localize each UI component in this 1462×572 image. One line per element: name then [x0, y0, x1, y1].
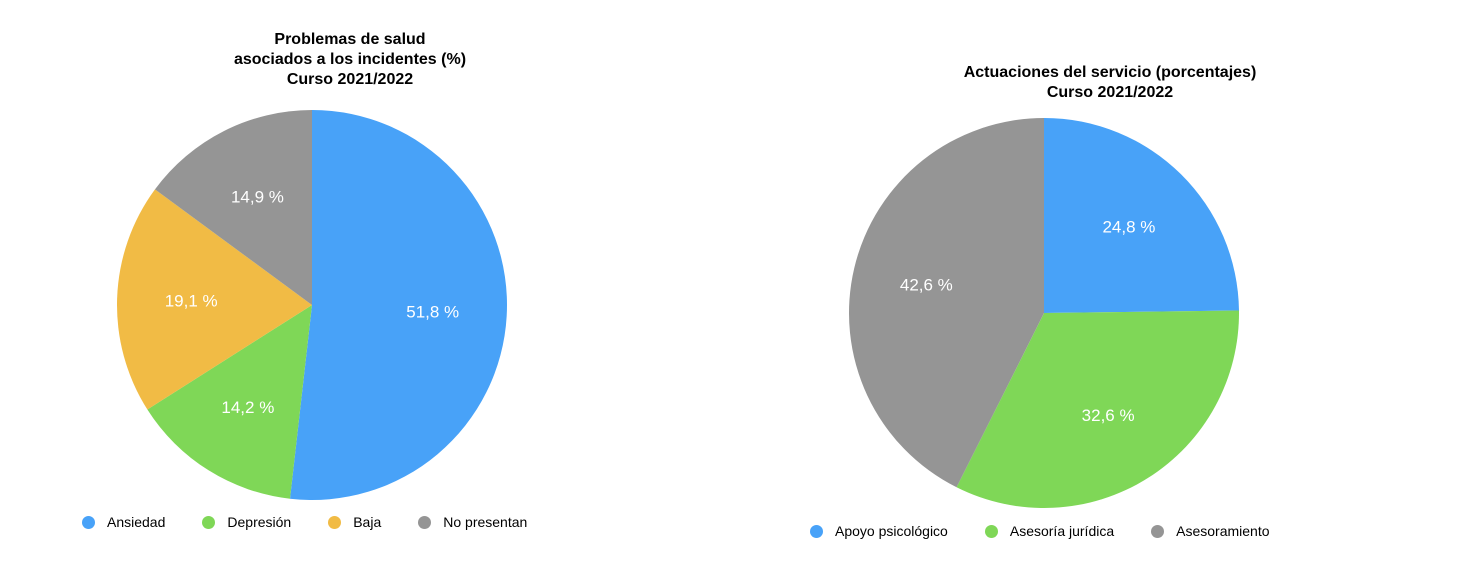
- legend-label: No presentan: [443, 514, 528, 530]
- slice-value-label: 19,1 %: [165, 291, 218, 310]
- pie-slice-apoyo-psicologico: [1044, 118, 1239, 313]
- legend-item-ansiedad: Ansiedad: [82, 514, 165, 530]
- slice-value-label: 51,8 %: [406, 302, 459, 321]
- chart-title-line: asociados a los incidentes (%): [233, 51, 467, 68]
- legend-item-asesoria-juridica: Asesoría jurídica: [984, 523, 1115, 539]
- pie-slice-asesoramiento: [849, 118, 1044, 488]
- slice-value-label: 32,6 %: [1082, 406, 1135, 425]
- legend: Ansiedad Depresión Baja No presentan: [82, 514, 527, 530]
- pie-slice-no-presentan: [154, 110, 312, 305]
- chart-title-line: Actuaciones del servicio (porcentajes): [963, 64, 1257, 81]
- chart-title-line: Curso 2021/2022: [1046, 84, 1174, 101]
- pie-chart: 51,8 % 14,2 % 19,1 % 14,9 %: [116, 110, 507, 501]
- pie-slice-asesoria-juridica: [956, 310, 1239, 508]
- legend-swatch: [418, 515, 432, 529]
- legend-item-depresion: Depresión: [202, 514, 291, 530]
- pie-slice-depresion: [147, 305, 312, 499]
- legend-label: Depresión: [227, 514, 292, 530]
- pie-chart: 24,8 % 32,6 % 42,6 %: [849, 118, 1239, 508]
- legend-item-no-presentan: No presentan: [418, 514, 527, 530]
- legend-swatch: [82, 515, 95, 529]
- legend-swatch: [328, 515, 342, 529]
- legend-label: Asesoría jurídica: [1009, 523, 1115, 539]
- legend-label: Baja: [353, 514, 382, 530]
- slice-value-label: 14,9 %: [231, 188, 284, 207]
- pie-slice-ansiedad: [289, 110, 507, 501]
- chart-service-actions: Actuaciones del servicio (porcentajes) C…: [760, 0, 1460, 572]
- slice-value-label: 42,6 %: [900, 276, 953, 295]
- legend-swatch: [1151, 524, 1165, 538]
- legend-item-apoyo-psicologico: Apoyo psicológico: [810, 523, 948, 539]
- legend-label: Apoyo psicológico: [835, 523, 948, 539]
- legend-swatch: [810, 524, 823, 538]
- chart-title-line: Problemas de salud: [274, 31, 426, 48]
- legend-swatch: [202, 515, 216, 529]
- chart-health-problems: Problemas de salud asociados a los incid…: [0, 0, 700, 572]
- slice-value-label: 24,8 %: [1102, 217, 1155, 236]
- chart-title: Problemas de salud asociados a los incid…: [0, 30, 700, 90]
- legend-label: Ansiedad: [107, 514, 166, 530]
- legend-item-asesoramiento: Asesoramiento: [1151, 523, 1270, 539]
- pie-slice-baja: [116, 189, 312, 410]
- legend-item-baja: Baja: [328, 514, 381, 530]
- legend: Apoyo psicológico Asesoría jurídica Ases…: [810, 523, 1270, 539]
- chart-title-line: Curso 2021/2022: [286, 71, 414, 88]
- chart-title: Actuaciones del servicio (porcentajes) C…: [760, 63, 1460, 103]
- legend-swatch: [984, 524, 998, 538]
- slice-value-label: 14,2 %: [221, 398, 274, 417]
- legend-label: Asesoramiento: [1176, 523, 1270, 539]
